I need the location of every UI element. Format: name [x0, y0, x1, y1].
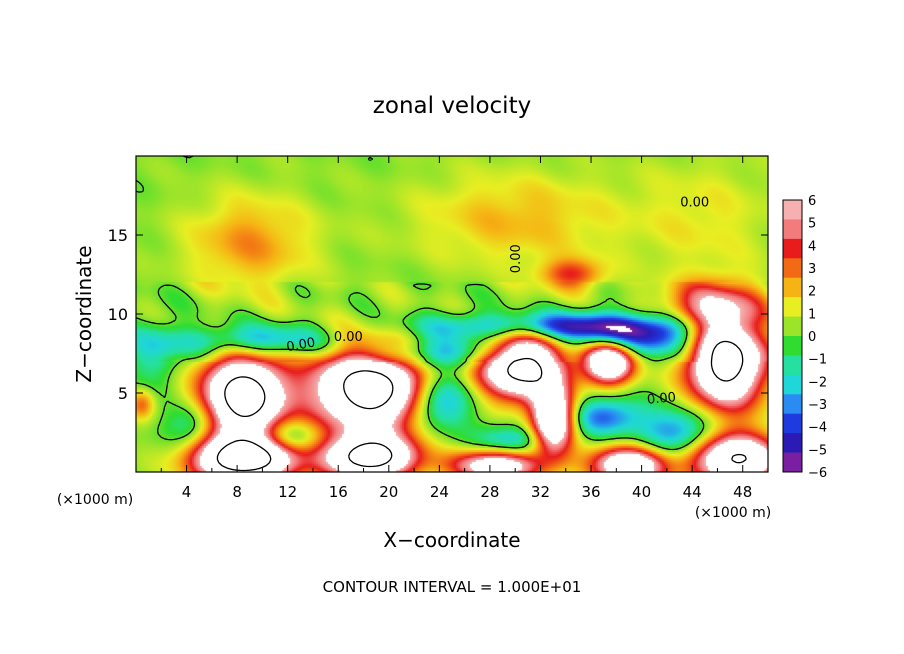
colorbar-swatch — [783, 200, 802, 220]
contour-label: 0.00 — [680, 196, 709, 211]
colorbar-swatch — [783, 238, 802, 259]
chart-title: zonal velocity — [373, 93, 531, 119]
colorbar-tick-label: 6 — [808, 194, 816, 209]
colorbar-swatch — [783, 277, 802, 298]
x-tick-label: 16 — [329, 483, 348, 501]
y-ticks: 5 10 15 — [108, 226, 768, 403]
contour-positive-10 — [216, 340, 747, 472]
colorbar-swatch — [783, 355, 802, 376]
x-ticks: 4 8 12 16 20 24 28 32 36 40 44 48 — [160, 156, 752, 501]
contour-label: 0.00 — [509, 244, 524, 273]
colorbar-swatch — [783, 394, 802, 415]
contour-label: 0.00 — [646, 390, 676, 407]
colorbar-tick-label: −3 — [808, 398, 827, 413]
colorbar-tick-label: 2 — [808, 285, 816, 300]
colorbar-tick-label: −6 — [808, 466, 827, 481]
colorbar-swatch — [783, 413, 802, 434]
contour-label: 0.00 — [334, 330, 363, 345]
x-axis-label: X−coordinate — [383, 528, 520, 552]
y-tick-label: 5 — [118, 384, 128, 403]
contour-label: 0.00 — [285, 335, 316, 355]
colorbar-swatches — [783, 200, 802, 473]
colorbar-labels: 6 5 4 3 2 1 0 −1 −2 −3 −4 −5 −6 — [808, 194, 827, 481]
x-tick-label: 8 — [232, 483, 242, 501]
colorbar-swatch — [783, 374, 802, 395]
colorbar-swatch — [783, 316, 802, 337]
colorbar-frame — [782, 199, 803, 473]
y-tick-label: 10 — [108, 305, 128, 324]
colorbar-tick-label: −2 — [808, 375, 827, 390]
colorbar-swatch — [783, 219, 802, 240]
plot-area: 0.000.00 0.000.000.00 4 8 12 16 20 24 28 32 36 40 4… — [108, 155, 769, 501]
colorbar-tick-label: 5 — [808, 217, 816, 232]
x-tick-label: 4 — [182, 483, 192, 501]
x-tick-label: 44 — [683, 483, 702, 501]
x-tick-label: 20 — [379, 483, 398, 501]
x-tick-label: 36 — [581, 483, 600, 501]
x-tick-label: 24 — [430, 483, 449, 501]
colorbar-swatch — [783, 336, 802, 356]
x-tick-label: 48 — [733, 483, 752, 501]
x-tick-label: 40 — [632, 483, 651, 501]
colorbar-tick-label: 4 — [808, 239, 816, 254]
y-axis-label: Z−coordinate — [72, 245, 96, 382]
y-tick-label: 15 — [108, 226, 128, 245]
colorbar-swatch — [783, 297, 802, 318]
colorbar-tick-label: 3 — [808, 262, 816, 277]
x-tick-label: 28 — [480, 483, 499, 501]
colorbar: 6 5 4 3 2 1 0 −1 −2 −3 −4 −5 −6 — [782, 194, 827, 481]
colorbar-tick-label: 1 — [808, 307, 816, 322]
colorbar-swatch — [783, 452, 802, 473]
x-unit-right: (×1000 m) — [695, 505, 771, 521]
colorbar-swatch — [783, 258, 802, 279]
contour-interval-note: CONTOUR INTERVAL = 1.000E+01 — [323, 578, 582, 596]
colorbar-tick-label: −4 — [808, 421, 827, 436]
x-unit-left: (×1000 m) — [57, 492, 133, 508]
x-tick-label: 12 — [278, 483, 297, 501]
colorbar-tick-label: −1 — [808, 353, 827, 368]
colorbar-tick-label: −5 — [808, 443, 827, 458]
x-tick-label: 32 — [531, 483, 550, 501]
contour-lines — [135, 155, 747, 472]
contour-labels: 0.00 0.00 0.00 0.00 0.00 — [285, 196, 709, 408]
colorbar-tick-label: 0 — [808, 330, 816, 345]
colorbar-swatch — [783, 433, 802, 454]
contour-zero — [135, 155, 705, 451]
